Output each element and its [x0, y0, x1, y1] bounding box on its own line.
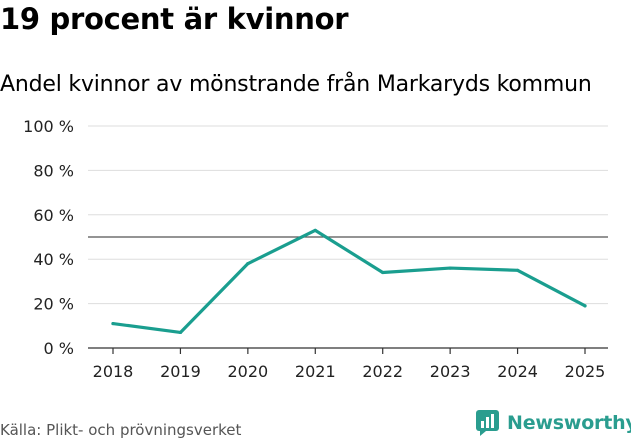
x-tick-label: 2022 — [362, 362, 403, 381]
data-point[interactable] — [111, 321, 115, 326]
chart-title: 19 procent är kvinnor — [0, 2, 349, 36]
x-tick-label: 2020 — [227, 362, 268, 381]
data-point[interactable] — [246, 262, 250, 266]
chart-subtitle: Andel kvinnor av mönstrande från Markary… — [0, 72, 592, 97]
y-tick-label: 80 % — [33, 161, 74, 180]
newsworthy-icon — [476, 410, 499, 436]
brand-name: Newsworthy — [507, 412, 631, 434]
data-point[interactable] — [515, 268, 520, 272]
x-tick-label: 2021 — [295, 362, 336, 381]
data-point[interactable] — [178, 330, 183, 335]
y-tick-label: 100 % — [23, 117, 74, 136]
y-tick-label: 60 % — [33, 206, 74, 225]
y-axis-labels: 0 % 20 % 40 % 60 % 80 % 100 % — [23, 117, 74, 358]
series-layer — [111, 228, 587, 335]
x-tick-label: 2019 — [160, 362, 201, 381]
series-line — [111, 228, 587, 335]
x-axis: 2018 2019 2020 2021 2022 2023 2024 2025 — [88, 347, 608, 381]
y-tick-label: 20 % — [33, 295, 74, 314]
data-point[interactable] — [381, 270, 385, 275]
data-point[interactable] — [583, 304, 587, 308]
data-point[interactable] — [448, 266, 452, 270]
x-tick-label: 2023 — [430, 362, 471, 381]
x-tick-label: 2024 — [497, 362, 538, 381]
x-tick-label: 2025 — [565, 362, 606, 381]
line-chart: 0 % 20 % 40 % 60 % 80 % 100 % 2018 2019 2020 202… — [23, 117, 608, 381]
y-tick-label: 40 % — [33, 250, 74, 269]
source-note: Källa: Plikt- och prövningsverket — [0, 421, 242, 439]
data-point[interactable] — [313, 228, 317, 232]
newsworthy-logo[interactable]: Newsworthy — [475, 408, 631, 438]
y-tick-label: 0 % — [44, 339, 74, 358]
grid-lines — [88, 125, 608, 305]
x-tick-label: 2018 — [93, 362, 134, 381]
